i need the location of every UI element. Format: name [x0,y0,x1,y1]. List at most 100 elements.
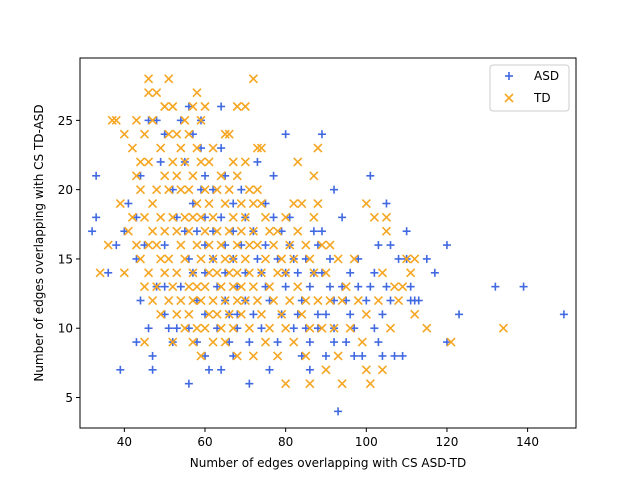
data-point-td [361,198,371,209]
data-point-asd [188,130,197,139]
data-point-td [373,295,383,306]
data-point-asd [217,213,226,222]
y-axis-ticks: 5 10 15 20 25 [58,114,80,405]
data-point-td [381,212,392,222]
legend-marker-icon [504,93,514,103]
data-point-td [220,254,230,264]
data-point-td [204,240,214,250]
data-point-asd [293,268,302,277]
data-point-td [317,323,327,333]
data-point-td [164,74,174,84]
data-point-asd [188,199,197,208]
data-point-asd [160,310,169,319]
data-point-asd [305,365,314,374]
data-point-asd [209,185,218,194]
data-point-td [220,295,230,306]
data-point-asd [442,338,451,347]
data-point-td [224,185,234,195]
data-point-asd [253,157,262,166]
data-point-td [135,254,146,264]
data-point-td [422,323,432,333]
data-point-td [377,268,388,278]
data-point-asd [140,241,149,250]
data-point-td [192,323,202,333]
data-point-asd [112,241,121,250]
data-point-td [220,337,230,347]
data-point-td [353,295,363,306]
data-point-td [228,157,238,167]
data-point-asd [184,102,193,111]
data-point-td [216,240,226,250]
data-point-asd [301,254,310,263]
data-point-asd [116,365,125,374]
data-point-asd [221,171,230,180]
data-point-asd [442,241,451,250]
data-point-td [176,185,186,195]
data-point-asd [124,199,133,208]
y-tick-label: 10 [58,322,73,336]
data-point-asd [184,324,193,333]
data-point-td [357,337,367,347]
data-point-td [268,295,279,306]
data-point-td [228,323,238,333]
data-point-td [260,337,271,347]
data-point-td [216,282,226,292]
data-point-asd [217,365,226,374]
data-point-asd [229,351,238,360]
data-point-asd [430,268,439,277]
data-point-asd [148,365,157,374]
data-point-asd [350,324,359,333]
data-point-asd [321,351,330,360]
data-point-td [168,282,178,292]
data-point-td [313,295,323,306]
data-point-td [212,268,222,278]
data-point-td [152,240,162,250]
data-point-asd [172,324,181,333]
data-point-td [236,198,246,209]
data-point-asd [192,338,201,347]
data-point-asd [253,254,262,263]
data-point-asd [297,296,306,305]
data-point-td [224,226,234,236]
data-point-td [240,157,250,167]
data-point-td [135,185,146,195]
data-point-td [172,171,182,181]
data-point-td [248,226,258,236]
data-point-td [143,157,154,167]
data-point-asd [261,241,270,250]
data-point-td [273,268,283,278]
data-point-asd [330,185,339,194]
data-point-td [208,254,218,264]
data-point-td [216,171,226,181]
data-point-td [285,295,295,306]
data-point-td [281,212,291,222]
data-point-td [236,282,246,292]
legend-marker-icon [505,72,513,80]
data-point-td [204,268,214,278]
data-point-td [200,323,210,333]
data-point-asd [192,296,201,305]
data-point-td [172,268,182,278]
legend: ASD TD [489,64,570,112]
data-point-asd [176,116,185,125]
data-point-td [385,323,396,333]
data-point-td [208,337,218,347]
data-point-asd [317,268,326,277]
data-point-td [204,309,214,319]
data-point-asd [160,130,169,139]
data-point-td [232,101,242,112]
data-point-td [313,198,323,209]
data-point-td [252,240,262,250]
data-point-td [119,268,129,278]
data-point-td [152,185,162,195]
data-point-asd [180,227,189,236]
data-point-td [131,171,142,181]
data-point-asd [313,241,322,250]
data-point-td [184,282,194,292]
data-point-asd [386,296,395,305]
data-point-td [176,240,186,250]
data-point-asd [245,379,254,388]
data-point-asd [390,351,399,360]
data-point-td [398,282,408,292]
data-point-td [309,268,319,278]
